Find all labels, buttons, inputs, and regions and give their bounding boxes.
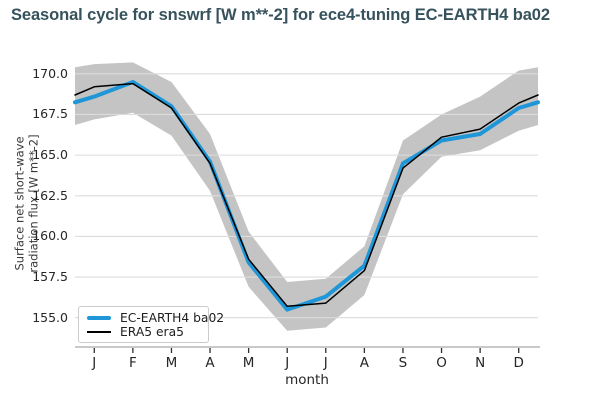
y-tick-label: 162.5 xyxy=(32,187,68,203)
x-tick-label: O xyxy=(436,355,447,371)
x-tick-label: S xyxy=(398,355,408,371)
x-tick-label: N xyxy=(475,355,486,371)
x-tick-label: J xyxy=(323,355,328,371)
legend-item-reference: ERA5 era5 xyxy=(87,325,200,339)
y-tick-label: 167.5 xyxy=(32,106,68,122)
uncertainty-band xyxy=(75,62,538,331)
x-tick-label: J xyxy=(92,355,97,371)
x-tick-label: M xyxy=(165,355,178,371)
series-line-era5 xyxy=(74,82,539,308)
x-tick-label: D xyxy=(513,355,524,371)
chart-title: Seasonal cycle for snswrf [W m**-2] for … xyxy=(11,6,550,24)
legend-line-sample-model xyxy=(87,315,111,321)
y-tick-label: 155.0 xyxy=(32,309,68,325)
legend-line-sample-reference xyxy=(87,331,111,333)
legend-label-reference: ERA5 era5 xyxy=(120,325,184,339)
legend: EC-EARTH4 ba02 ERA5 era5 xyxy=(78,306,224,343)
y-tick-label: 170.0 xyxy=(32,65,68,81)
legend-item-model: EC-EARTH4 ba02 xyxy=(87,311,224,325)
legend-label-model: EC-EARTH4 ba02 xyxy=(120,311,225,325)
y-tick-label: 165.0 xyxy=(32,147,68,163)
x-tick-label: F xyxy=(128,355,137,371)
x-tick-label: A xyxy=(359,355,369,371)
x-axis-label: month xyxy=(285,372,329,388)
x-tick-label: A xyxy=(205,355,215,371)
series-line-ec-earth4-ba02 xyxy=(73,80,540,312)
x-tick-label: J xyxy=(285,355,290,371)
y-tick-label: 157.5 xyxy=(32,269,68,285)
x-tick-label: M xyxy=(242,355,255,371)
y-tick-label: 160.0 xyxy=(32,228,68,244)
